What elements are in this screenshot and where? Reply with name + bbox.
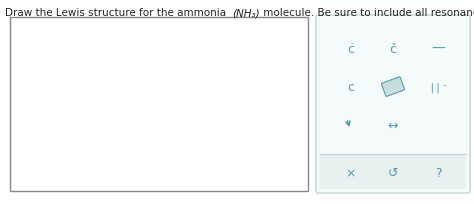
- Text: Draw the Lewis structure for the ammonia: Draw the Lewis structure for the ammonia: [5, 8, 229, 18]
- Text: ↺: ↺: [388, 166, 398, 179]
- Text: ċ: ċ: [347, 43, 355, 55]
- Text: —: —: [431, 42, 445, 56]
- Text: ||⁻: ||⁻: [428, 82, 448, 92]
- FancyBboxPatch shape: [316, 16, 470, 193]
- Bar: [10, 18, 308, 191]
- Text: č: č: [390, 43, 396, 55]
- Text: ↔: ↔: [388, 119, 398, 132]
- FancyBboxPatch shape: [382, 78, 404, 97]
- Text: molecule. Be sure to include all resonance structures that satisfy the octet rul: molecule. Be sure to include all resonan…: [260, 8, 474, 18]
- Bar: [320, 154, 466, 189]
- Text: ?: ?: [435, 166, 441, 179]
- Text: c: c: [347, 81, 355, 94]
- Text: (NH₃): (NH₃): [232, 8, 260, 18]
- Text: ×: ×: [346, 166, 356, 179]
